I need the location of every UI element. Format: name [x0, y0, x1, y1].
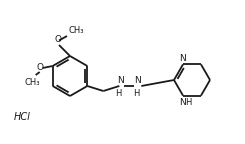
Text: CH₃: CH₃ [68, 26, 84, 35]
Text: N: N [117, 76, 124, 85]
Text: O: O [36, 64, 43, 72]
Text: HCl: HCl [14, 112, 31, 122]
Text: H: H [133, 90, 139, 98]
Text: H: H [115, 90, 122, 98]
Text: N: N [134, 76, 141, 85]
Text: N: N [179, 98, 185, 107]
Text: O: O [54, 35, 61, 44]
Text: CH₃: CH₃ [25, 78, 40, 87]
Text: N: N [179, 54, 185, 63]
Text: H: H [185, 98, 191, 107]
